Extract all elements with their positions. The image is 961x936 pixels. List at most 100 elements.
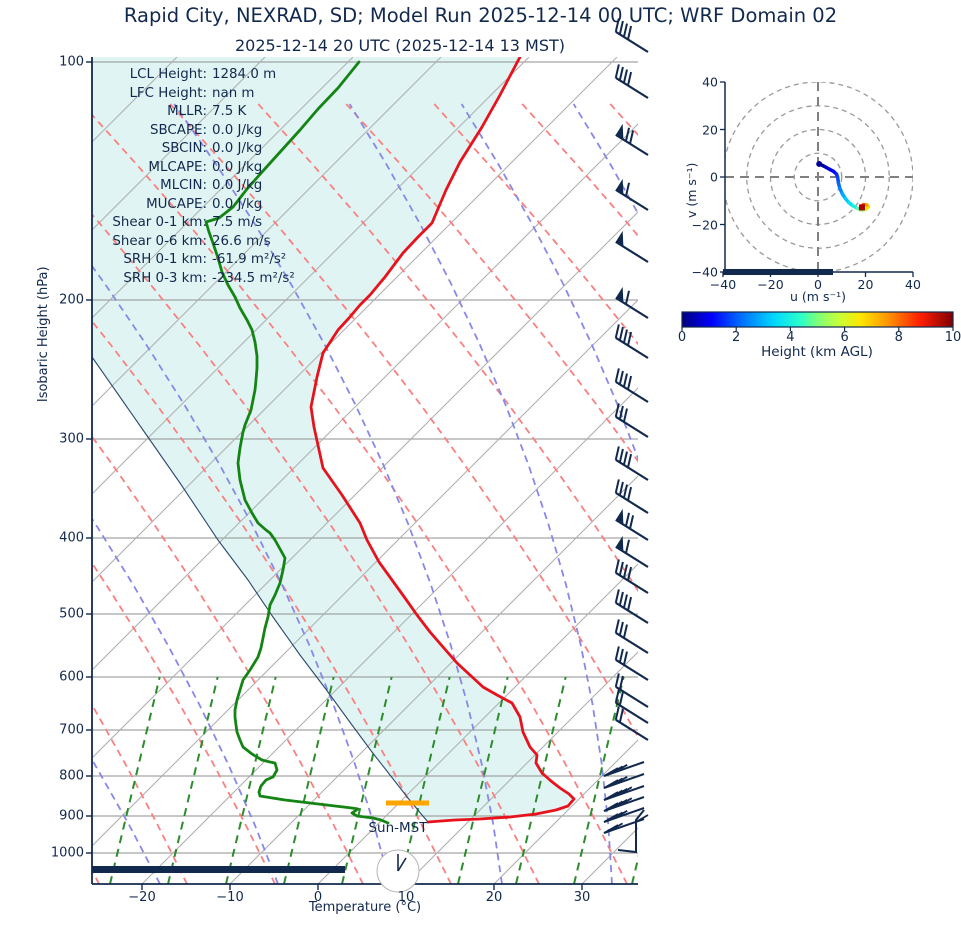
isotherm-line [493, 739, 638, 884]
wind-barb-staff [615, 458, 649, 481]
wind-barb-feather [608, 822, 624, 833]
hodograph-storm-marker [858, 204, 865, 211]
wind-barb-feather [629, 515, 635, 529]
wind-barb [615, 286, 649, 319]
wind-barb-pennant [615, 535, 624, 552]
mixing-ratio-line [167, 676, 219, 884]
wind-barb-staff [615, 188, 649, 211]
wind-barb-staff [615, 631, 649, 654]
stats-label: MLCIN: [160, 178, 207, 194]
wind-barb [614, 706, 649, 741]
dry-adiabat-line [609, 103, 638, 137]
wind-barb [614, 646, 649, 681]
temperature-tick-label: −10 [216, 890, 244, 905]
wind-barb-staff [615, 415, 649, 438]
wind-barb-feather [614, 689, 620, 704]
wind-barb [614, 403, 649, 438]
wind-barb [614, 18, 649, 53]
stats-row: SBCIN: 0.0 J/kg [95, 140, 295, 159]
hodograph-u-tick-label: −40 [709, 277, 737, 292]
wind-barb-feather [618, 326, 624, 341]
stats-value: 0.0 J/kg [212, 141, 263, 157]
pressure-tick-label: 800 [59, 768, 84, 784]
stats-row: SRH 0-3 km: -234.5 m²/s² [95, 270, 295, 289]
height-colorbar [681, 311, 954, 328]
wind-barb-feather [617, 786, 633, 796]
temperature-tick-label: 10 [397, 890, 415, 905]
pressure-tick-label: 600 [59, 669, 84, 685]
wind-barb-pennant [615, 178, 624, 195]
isotherm-line [92, 57, 266, 231]
wind-barb [603, 761, 645, 777]
wind-barb-feather [614, 403, 620, 418]
wind-barb-feather [622, 329, 628, 344]
stats-label: MUCAPE: [146, 196, 207, 212]
wind-barb-feather [614, 646, 620, 661]
colorbar-label: Height (km AGL) [761, 344, 873, 360]
wind-barb-feather [627, 453, 633, 468]
isotherm-line [317, 563, 638, 884]
stats-label: MLCAPE: [148, 159, 207, 175]
mixing-ratio-line [515, 676, 567, 884]
pressure-tick-label: 500 [59, 606, 84, 622]
wind-barb-feather [622, 23, 628, 38]
temperature-tick-label: 20 [485, 890, 503, 905]
wind-barb-staff [615, 685, 649, 708]
colorbar-tick-label: 4 [786, 330, 795, 345]
wind-barb-feather [614, 446, 620, 461]
wind-barb-pennant [615, 230, 624, 247]
wind-barb-feather [612, 764, 628, 774]
stats-value: -234.5 m²/s² [212, 271, 295, 287]
cin-shade-region [92, 57, 574, 822]
skewt-plot [0, 57, 961, 884]
wind-barb-pennant [615, 123, 624, 140]
wind-barb-feather [614, 619, 620, 634]
sun-clock-hour-hand [397, 857, 407, 872]
thermodynamic-stats-box: LCL Height: 1284.0 m LFC Height: nan m MLLR:… [95, 66, 295, 289]
stats-value: 7.5 m/s [212, 215, 263, 231]
wind-barb-feather [622, 564, 628, 579]
wind-barb-feather [618, 370, 624, 385]
moist-adiabat-line [910, 104, 961, 884]
stats-label: MLLR: [167, 104, 207, 120]
wind-barb-staff [615, 658, 649, 681]
wind-barb-feather [618, 20, 624, 35]
wind-barb-feather [614, 64, 620, 79]
wind-barb-staff [615, 380, 649, 403]
dry-adiabat-line [433, 103, 638, 346]
stats-label: LCL Height: [129, 67, 207, 82]
hodograph-u-tick-label: −20 [757, 277, 784, 292]
moist-adiabat-line [798, 104, 961, 884]
isotherm-line [0, 57, 89, 884]
wind-barb-pennant [615, 508, 624, 525]
wind-barb-feather [618, 621, 624, 636]
stats-value: 0.0 J/kg [212, 159, 263, 175]
wind-barb-feather [618, 591, 624, 606]
dry-adiabat-line [169, 103, 638, 739]
wind-barb [614, 368, 649, 403]
wind-barb-staff [615, 30, 649, 53]
stats-label: SBCIN: [161, 141, 207, 157]
sun-mst-label: Sun-MST [368, 820, 428, 836]
wind-barb-feather [622, 624, 628, 639]
dry-adiabat-line [92, 113, 628, 884]
wind-barb [614, 689, 649, 724]
wind-barb-staff [615, 545, 649, 568]
colorbar-tick-label: 6 [840, 330, 849, 345]
wind-barb-staff [615, 718, 649, 741]
wind-barb-feather [627, 71, 633, 86]
stats-value: 26.6 m/s [212, 233, 271, 249]
wind-barb-feather [614, 479, 620, 494]
stats-row: SBCAPE: 0.0 J/kg [95, 122, 295, 141]
wind-barb-feather [614, 589, 620, 604]
wind-barb-feather [614, 673, 620, 688]
mixing-ratio-line [457, 676, 509, 884]
lcl-height-marker [386, 800, 429, 806]
colorbar-tick-label: 8 [894, 330, 903, 345]
wind-barb-staff [615, 76, 649, 99]
wind-barb-feather [617, 797, 633, 807]
wind-barb-feather [618, 448, 624, 463]
hodograph-u-tick-label: 0 [814, 277, 822, 292]
wind-barb [614, 479, 649, 514]
